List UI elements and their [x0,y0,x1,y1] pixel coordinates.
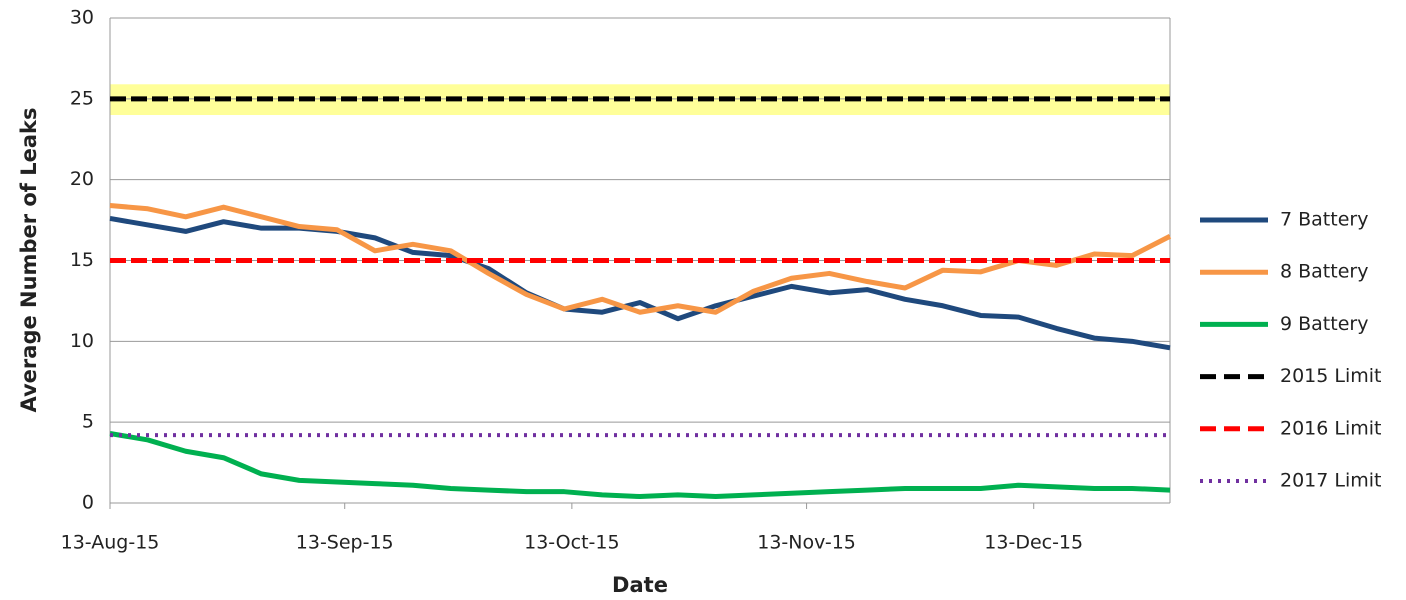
legend-label: 2017 Limit [1280,470,1382,492]
y-tick-label: 5 [82,411,94,433]
legend-label: 2016 Limit [1280,417,1382,439]
legend-label: 2015 Limit [1280,365,1382,387]
legend-label: 9 Battery [1280,313,1368,335]
legend-label: 8 Battery [1280,261,1368,283]
legend-label: 7 Battery [1280,209,1368,231]
x-tick-label: 13-Aug-15 [61,532,160,554]
y-tick-label: 10 [70,330,94,352]
x-tick-label: 13-Sep-15 [296,532,394,554]
y-axis-title: Average Number of Leaks [17,107,41,412]
y-tick-label: 30 [70,7,94,29]
x-tick-label: 13-Oct-15 [524,532,619,554]
y-tick-label: 25 [70,87,94,109]
x-tick-label: 13-Nov-15 [757,532,856,554]
y-tick-label: 20 [70,168,94,190]
x-axis-title: Date [612,573,668,597]
series-line [109,216,1171,351]
series-line [109,431,1171,500]
series-line [109,203,1172,315]
y-tick-label: 15 [70,249,94,271]
x-tick-label: 13-Dec-15 [984,532,1083,554]
y-tick-label: 0 [82,492,94,514]
